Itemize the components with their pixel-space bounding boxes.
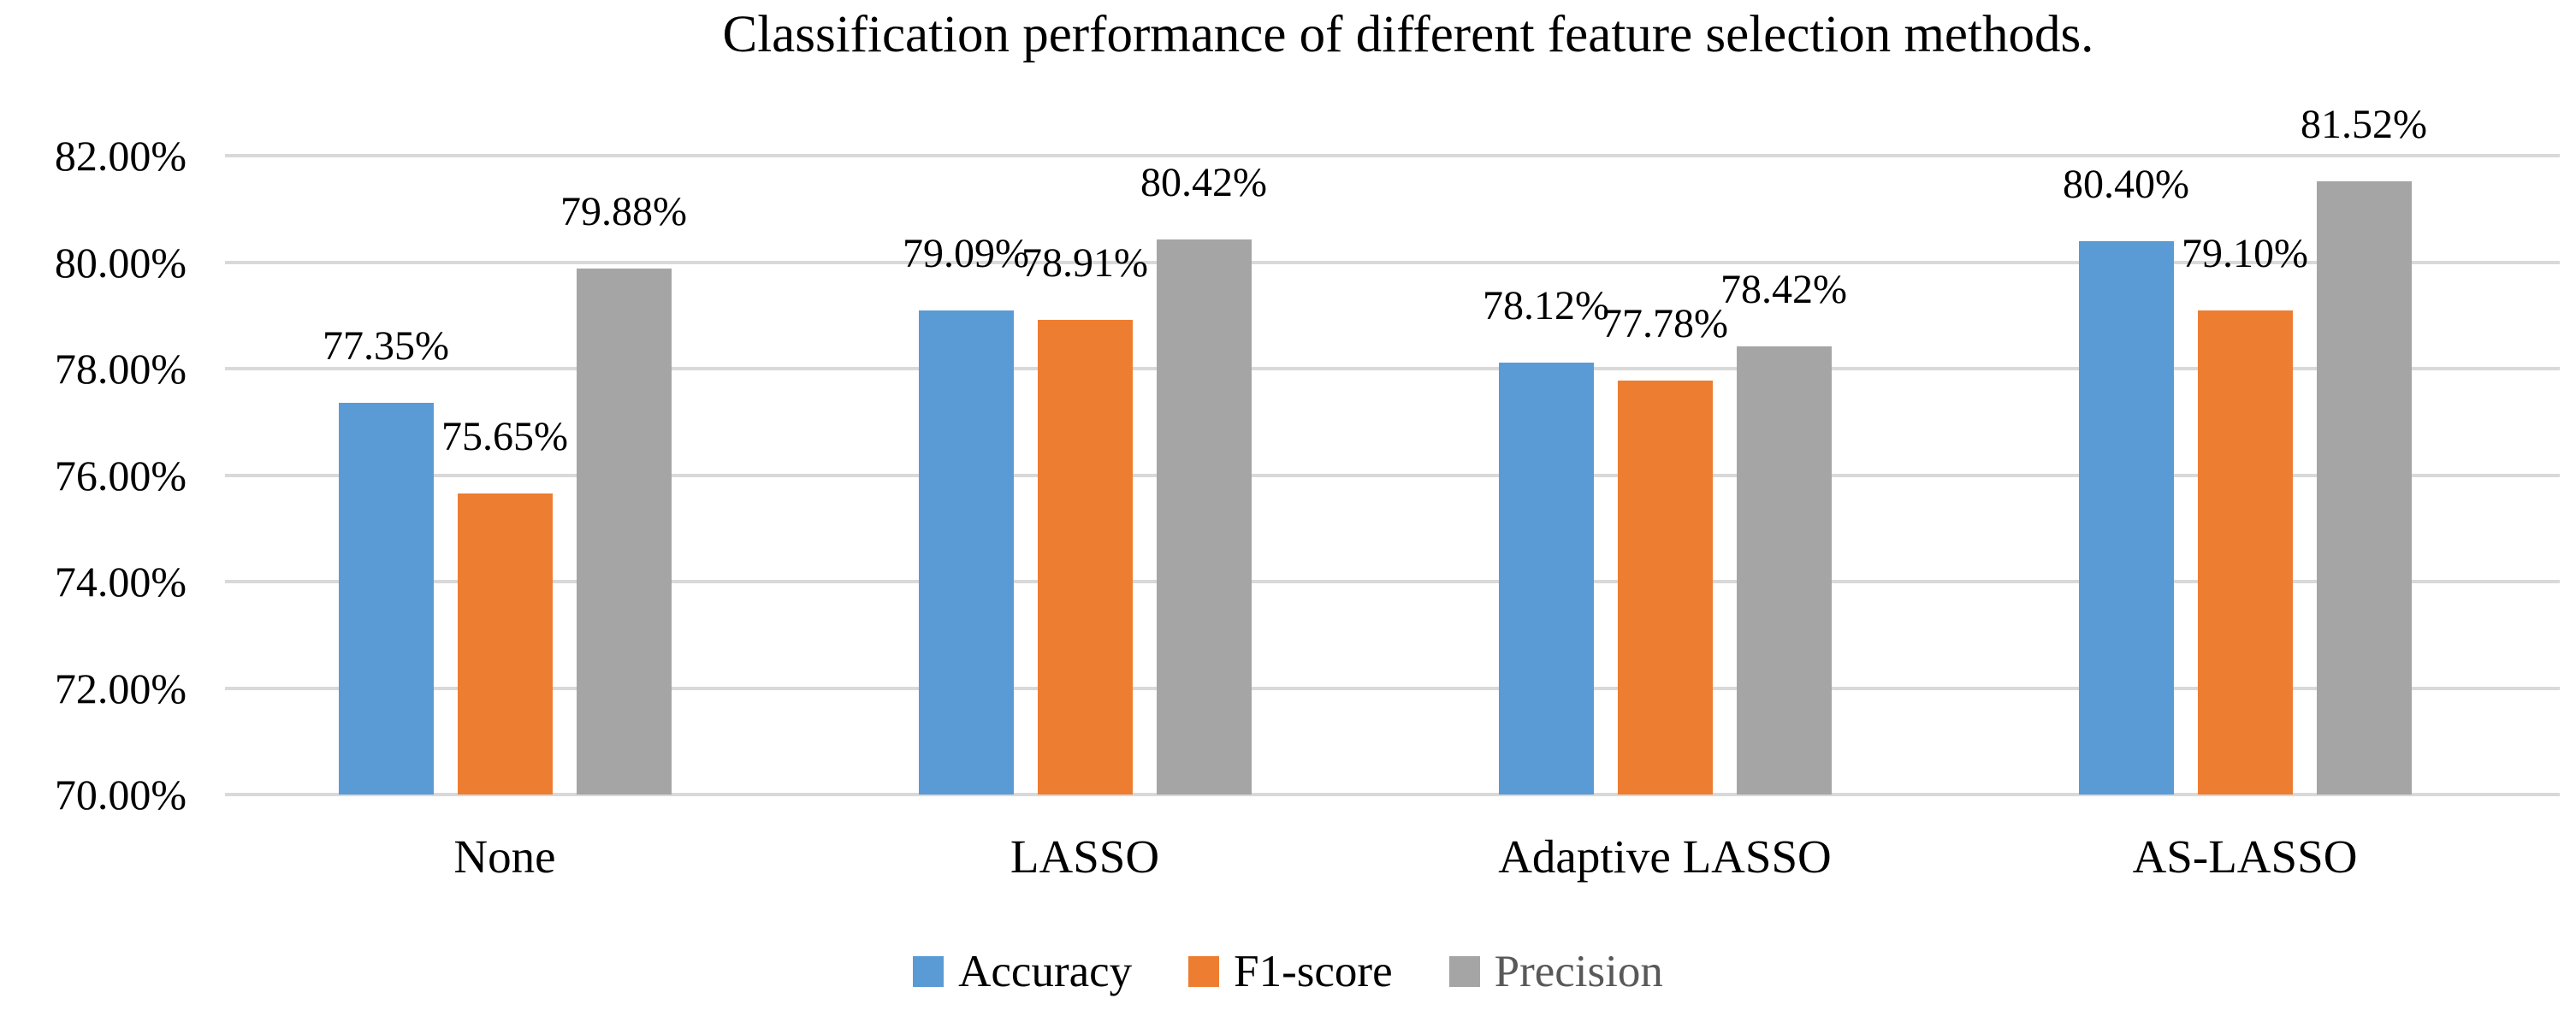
y-axis-label-78.00: 78.00% (54, 345, 187, 393)
gridline-76.00 (225, 473, 2560, 477)
gridline-78.00 (225, 367, 2560, 370)
value-label-accuracy-lasso: 79.09% (903, 231, 1029, 277)
bar-f1-score-none (457, 493, 553, 795)
legend-label-accuracy: Accuracy (958, 947, 1133, 996)
gridline-74.00 (225, 580, 2560, 583)
value-label-precision-lasso: 80.42% (1140, 160, 1267, 206)
gridline-70.00 (225, 793, 2560, 796)
legend-swatch-accuracy (913, 956, 945, 987)
legend-label-f1-score: F1-score (1234, 947, 1393, 996)
y-axis-label-74.00: 74.00% (54, 558, 187, 606)
bar-f1-score-lasso (1037, 320, 1133, 795)
bar-accuracy-none (338, 403, 434, 795)
bar-precision-lasso (1156, 239, 1252, 795)
gridline-72.00 (225, 686, 2560, 690)
bar-f1-score-adaptive-lasso (1617, 380, 1713, 795)
y-axis-label-70.00: 70.00% (54, 771, 187, 818)
bar-precision-adaptive-lasso (1736, 346, 1832, 795)
legend-swatch-precision (1448, 956, 1480, 987)
value-label-precision-none: 79.88% (560, 188, 687, 234)
chart-title: Classification performance of different … (722, 6, 2094, 63)
x-axis-label-adaptive-lasso: Adaptive LASSO (1498, 830, 1832, 883)
value-label-accuracy-none: 77.35% (323, 323, 449, 369)
legend-swatch-f1-score (1188, 956, 1220, 987)
value-label-f1-score-none: 75.65% (441, 414, 568, 460)
gridline-82.00 (225, 154, 2560, 157)
legend-item-f1-score: F1-score (1188, 946, 1393, 997)
gridline-80.00 (225, 260, 2560, 264)
legend-item-precision: Precision (1448, 946, 1663, 997)
x-axis-label-lasso: LASSO (1010, 830, 1160, 883)
y-axis-label-80.00: 80.00% (54, 238, 187, 287)
y-axis-label-76.00: 76.00% (54, 451, 187, 499)
value-label-precision-as-lasso: 81.52% (2301, 101, 2427, 147)
value-label-f1-score-lasso: 78.91% (1022, 240, 1148, 287)
bar-accuracy-as-lasso (2078, 240, 2174, 795)
value-label-f1-score-as-lasso: 79.10% (2182, 230, 2308, 276)
bar-f1-score-as-lasso (2197, 310, 2293, 795)
bar-precision-as-lasso (2316, 180, 2412, 795)
y-axis-label-82.00: 82.00% (54, 132, 187, 180)
legend-item-accuracy: Accuracy (913, 946, 1132, 997)
y-axis-label-72.00: 72.00% (54, 664, 187, 712)
bar-accuracy-adaptive-lasso (1498, 362, 1594, 795)
bar-precision-none (576, 268, 672, 795)
value-label-accuracy-adaptive-lasso: 78.12% (1483, 282, 1609, 328)
value-label-f1-score-adaptive-lasso: 77.78% (1602, 300, 1728, 346)
legend-label-precision: Precision (1494, 947, 1663, 996)
value-label-accuracy-as-lasso: 80.40% (2063, 161, 2189, 207)
value-label-precision-adaptive-lasso: 78.42% (1720, 266, 1847, 312)
x-axis-label-as-lasso: AS-LASSO (2132, 830, 2358, 883)
x-axis-label-none: None (453, 830, 556, 883)
bar-accuracy-lasso (918, 310, 1014, 795)
legend: Accuracy F1-score Precision (0, 946, 2576, 997)
